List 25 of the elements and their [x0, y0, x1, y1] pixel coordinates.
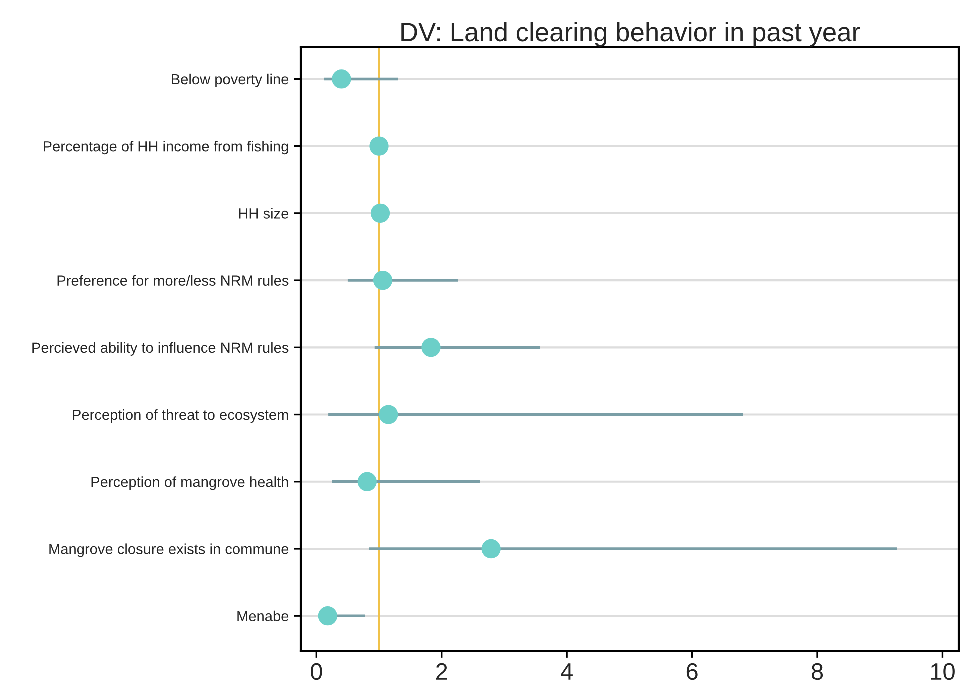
y-tick-label: Perception of mangrove health [92, 476, 288, 490]
point [318, 606, 338, 626]
x-tick-label: 10 [931, 663, 955, 680]
x-tick-label: 4 [561, 664, 573, 680]
y-tick-label: Preference for more/less NRM rules [58, 275, 289, 286]
x-tick-label: 0 [311, 663, 322, 680]
x-tick-label: 2 [436, 663, 448, 680]
point [379, 405, 398, 424]
point [422, 338, 441, 358]
point [482, 539, 501, 559]
x-tick-label: 8 [812, 663, 824, 680]
x-tick-label: 6 [686, 663, 698, 680]
y-tick-label: Percieved ability to influence NRM rules [32, 342, 289, 356]
y-tick-label: Mangrove closure exists in commune [50, 544, 289, 558]
y-tick-label: Perception of threat to ecosystem [73, 409, 288, 424]
y-tick-label: Percentage of HH income from fishing [44, 141, 288, 155]
chart-title: DV: Land clearing behavior in past year [402, 22, 860, 47]
point [332, 70, 352, 89]
point [373, 270, 393, 290]
point [370, 136, 389, 156]
point [358, 472, 377, 492]
point [370, 204, 390, 224]
y-tick-label: Below poverty line [172, 74, 289, 88]
y-tick-label: Menabe [238, 610, 289, 622]
y-tick-label: HH size [239, 208, 289, 219]
